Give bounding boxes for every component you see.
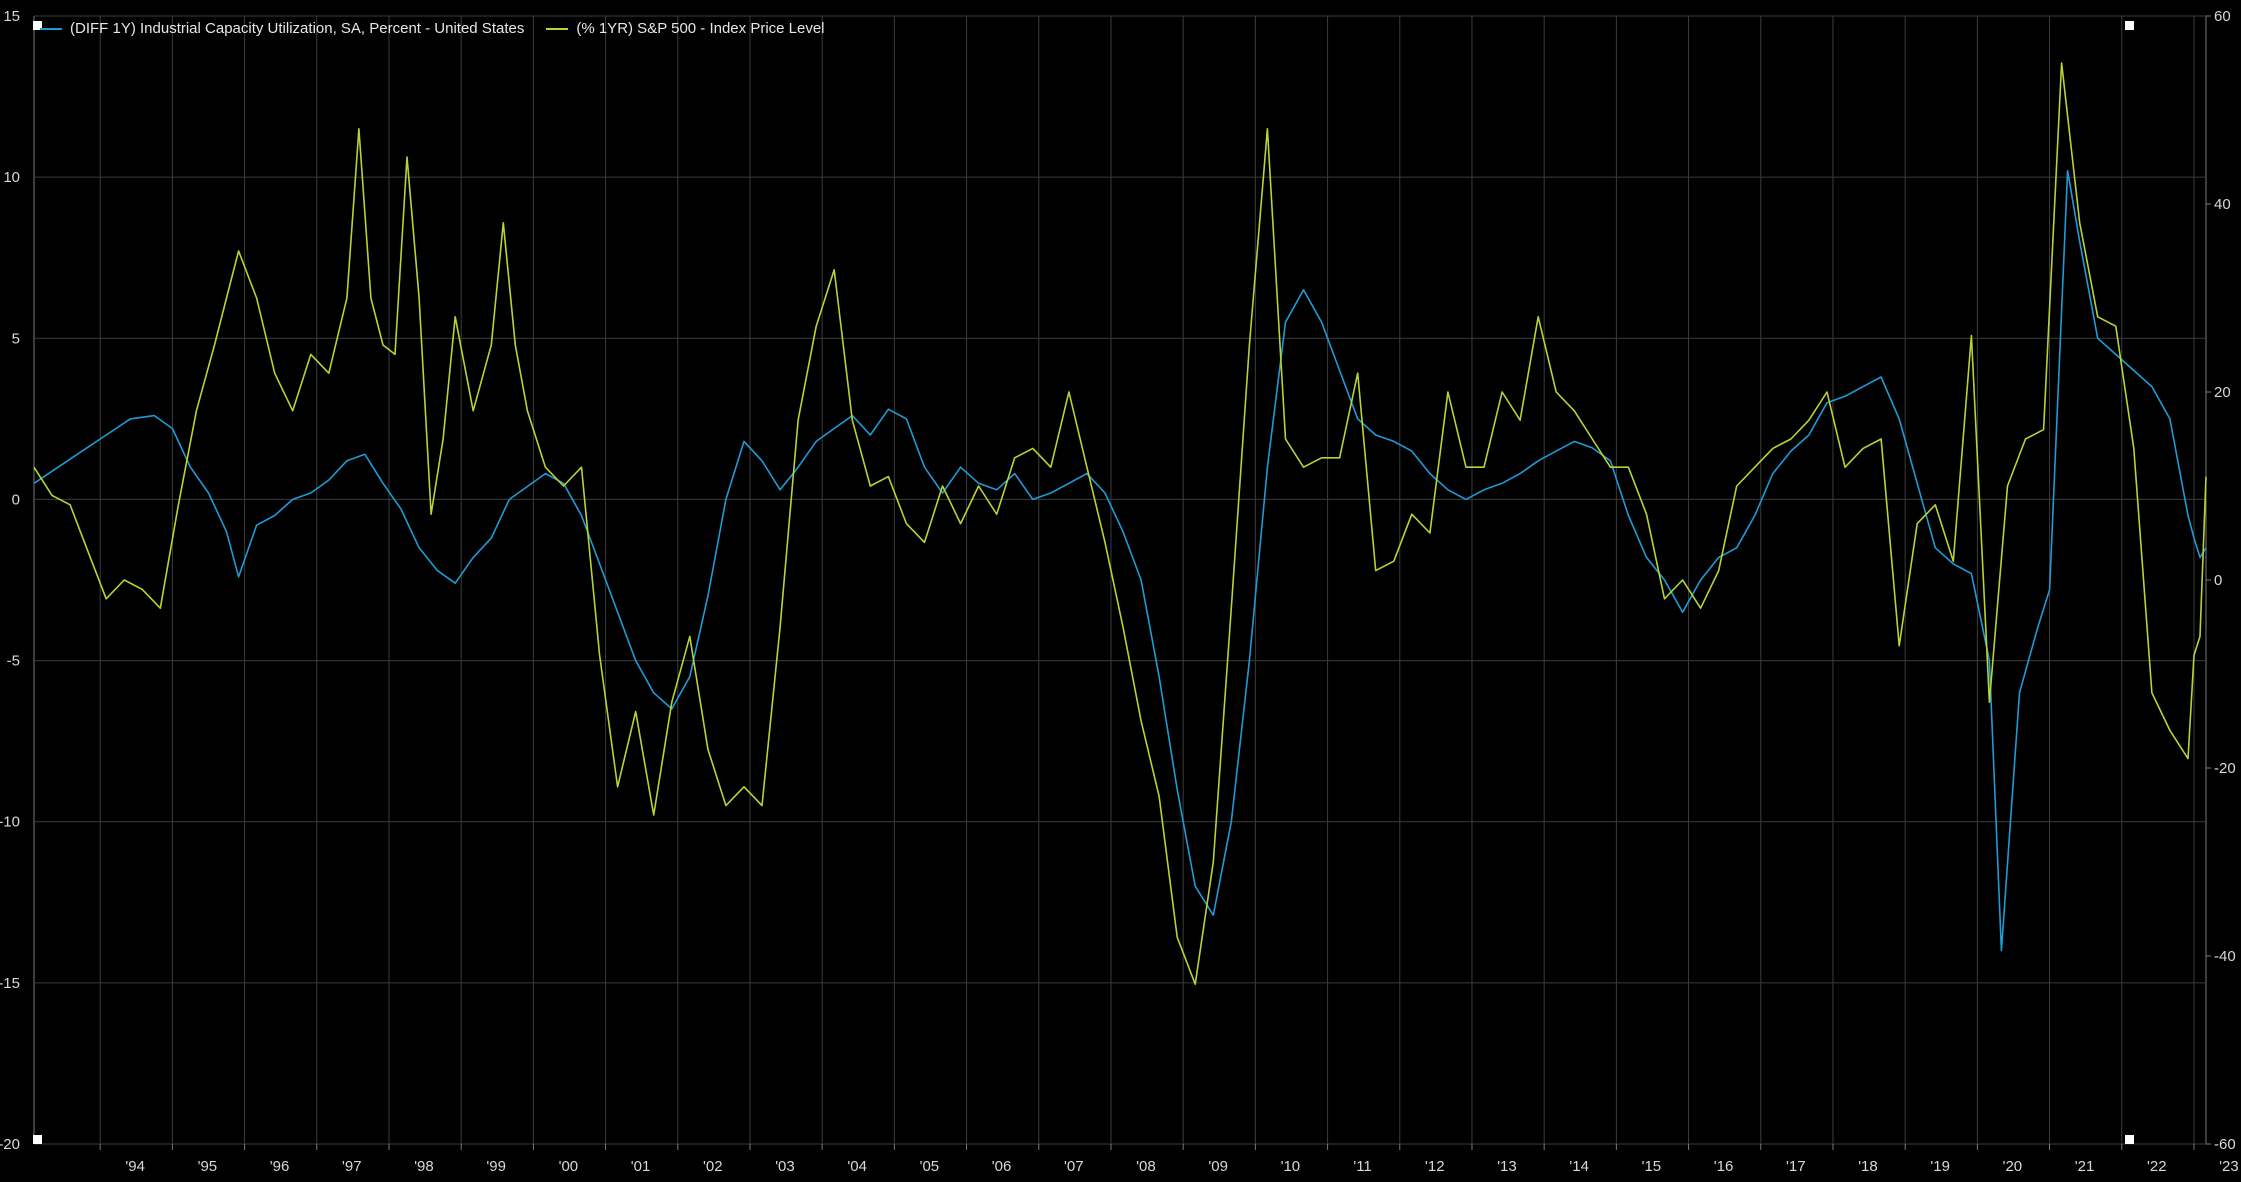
x-tick-label: '23 [2219,1158,2239,1175]
right-tick-label: 0 [2214,572,2222,589]
corner-handles[interactable] [33,21,2134,1144]
x-tick-label: '13 [1497,1158,1517,1175]
x-tick-label: '06 [992,1158,1012,1175]
legend-swatch-sp500 [546,27,569,30]
corner-handle[interactable] [2125,21,2134,30]
corner-handle[interactable] [33,21,42,30]
legend-entry-sp500: (% 1YR) S&P 500 - Index Price Level [546,20,825,37]
x-tick-label: '17 [1786,1158,1806,1175]
x-tick-label: '18 [1858,1158,1878,1175]
x-tick-label: '22 [2147,1158,2167,1175]
series-line-sp500 [33,62,2207,985]
x-tick-label: '09 [1208,1158,1228,1175]
x-tick-label: '14 [1569,1158,1589,1175]
left-axis: 15 10 5 0 -5 -10 -15 -20 [0,8,20,1153]
right-axis: 60 40 20 0 -20 -40 -60 [2206,8,2236,1153]
left-tick-label: 15 [3,8,20,25]
x-tick-label: '19 [1930,1158,1950,1175]
right-tick-label: -40 [2214,948,2236,965]
legend-label-capacity-utilization: (DIFF 1Y) Industrial Capacity Utilizatio… [70,20,525,37]
legend-entry-capacity-utilization: (DIFF 1Y) Industrial Capacity Utilizatio… [40,20,524,37]
x-tick-label: '98 [414,1158,434,1175]
left-tick-label: 0 [12,491,20,508]
x-tick-label: '05 [920,1158,940,1175]
x-tick-label: '04 [847,1158,867,1175]
x-tick-label: '99 [486,1158,506,1175]
legend-swatch-capacity-utilization [40,27,62,30]
left-tick-label: -5 [7,653,20,670]
left-tick-label: -10 [0,814,20,831]
x-tick-label: '20 [2003,1158,2023,1175]
x-tick-label: '97 [342,1158,362,1175]
x-tick-label: '21 [2075,1158,2095,1175]
gridlines [33,15,2207,1145]
left-tick-label: 5 [12,330,20,347]
x-tick-label: '00 [559,1158,579,1175]
x-tick-label: '12 [1425,1158,1445,1175]
right-tick-label: 60 [2214,8,2231,25]
legend-label-sp500: (% 1YR) S&P 500 - Index Price Level [576,20,825,37]
right-tick-label: 20 [2214,384,2231,401]
x-tick-label: '08 [1136,1158,1156,1175]
left-tick-label: 10 [3,169,20,186]
corner-handle[interactable] [33,1135,42,1144]
x-tick-label: '03 [775,1158,795,1175]
x-tick-label: '15 [1642,1158,1662,1175]
legend: (DIFF 1Y) Industrial Capacity Utilizatio… [40,20,847,37]
series-lines [33,62,2207,985]
left-tick-label: -15 [0,975,20,992]
left-tick-label: -20 [0,1136,20,1153]
x-tick-label: '10 [1281,1158,1301,1175]
x-tick-label: '02 [703,1158,723,1175]
x-tick-label: '16 [1714,1158,1734,1175]
corner-handle[interactable] [2125,1135,2134,1144]
series-line-capacity-utilization [33,169,2207,952]
right-tick-label: 40 [2214,196,2231,213]
right-tick-label: -60 [2214,1136,2236,1153]
x-tick-label: '01 [631,1158,651,1175]
x-tick-label: '07 [1064,1158,1084,1175]
x-tick-label: '96 [270,1158,290,1175]
x-axis: '94 '95 '96 '97 '98 '99 '00 '01 '02 '03 '04 '05 '06 '… [99,1144,2239,1175]
x-tick-label: '11 [1353,1158,1371,1175]
x-tick-label: '95 [198,1158,218,1175]
right-tick-label: -20 [2214,760,2236,777]
x-tick-label: '94 [125,1158,145,1175]
